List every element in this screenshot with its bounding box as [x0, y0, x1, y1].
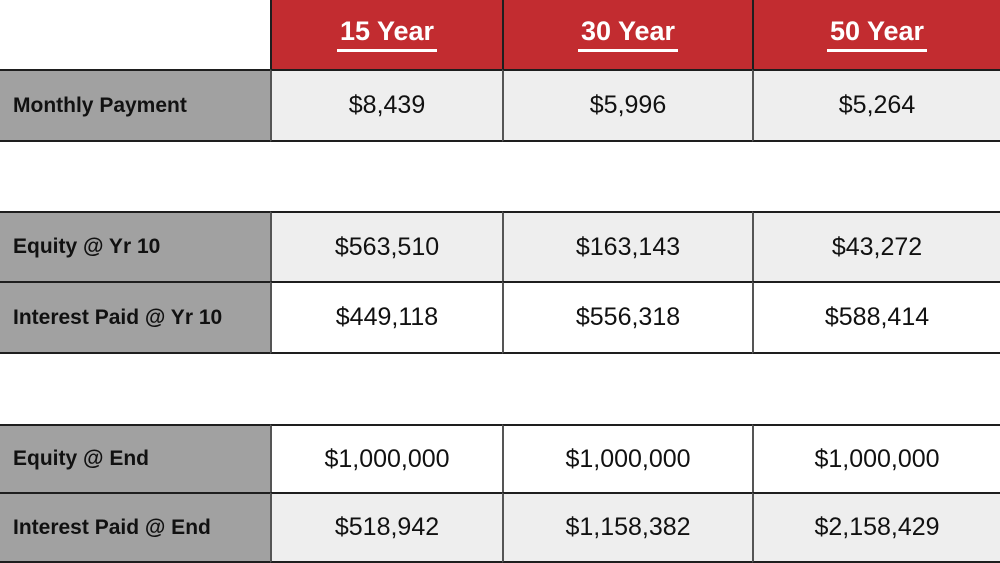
value-equity-yr10-15yr: $563,510 — [270, 211, 502, 281]
column-header-15-year-label: 15 Year — [336, 17, 438, 53]
row-label-interest-paid-yr10: Interest Paid @ Yr 10 — [0, 281, 270, 354]
value-interest-paid-yr10-30yr: $556,318 — [502, 281, 752, 354]
section-year-10: Equity @ Yr 10 $563,510 $163,143 $43,272… — [0, 211, 1000, 354]
value-equity-end-30yr: $1,000,000 — [502, 424, 752, 492]
value-equity-end-50yr: $1,000,000 — [752, 424, 1000, 492]
value-monthly-payment-15yr: $8,439 — [270, 69, 502, 142]
row-label-interest-paid-end: Interest Paid @ End — [0, 492, 270, 563]
value-interest-paid-yr10-50yr: $588,414 — [752, 281, 1000, 354]
column-header-30-year-label: 30 Year — [577, 17, 679, 53]
value-equity-end-15yr: $1,000,000 — [270, 424, 502, 492]
section-end-of-loan: Equity @ End $1,000,000 $1,000,000 $1,00… — [0, 424, 1000, 563]
value-equity-yr10-50yr: $43,272 — [752, 211, 1000, 281]
value-interest-paid-end-50yr: $2,158,429 — [752, 492, 1000, 563]
row-label-monthly-payment: Monthly Payment — [0, 69, 270, 142]
value-interest-paid-yr10-15yr: $449,118 — [270, 281, 502, 354]
column-header-50-year: 50 Year — [752, 0, 1000, 69]
column-header-50-year-label: 50 Year — [826, 17, 928, 53]
value-monthly-payment-50yr: $5,264 — [752, 69, 1000, 142]
section-monthly-payment: 15 Year 30 Year 50 Year Monthly Payment … — [0, 0, 1000, 142]
value-interest-paid-end-30yr: $1,158,382 — [502, 492, 752, 563]
value-monthly-payment-30yr: $5,996 — [502, 69, 752, 142]
row-label-equity-yr10: Equity @ Yr 10 — [0, 211, 270, 281]
value-interest-paid-end-15yr: $518,942 — [270, 492, 502, 563]
column-header-30-year: 30 Year — [502, 0, 752, 69]
value-equity-yr10-30yr: $163,143 — [502, 211, 752, 281]
column-header-15-year: 15 Year — [270, 0, 502, 69]
row-label-equity-end: Equity @ End — [0, 424, 270, 492]
header-spacer-cell — [0, 0, 270, 69]
